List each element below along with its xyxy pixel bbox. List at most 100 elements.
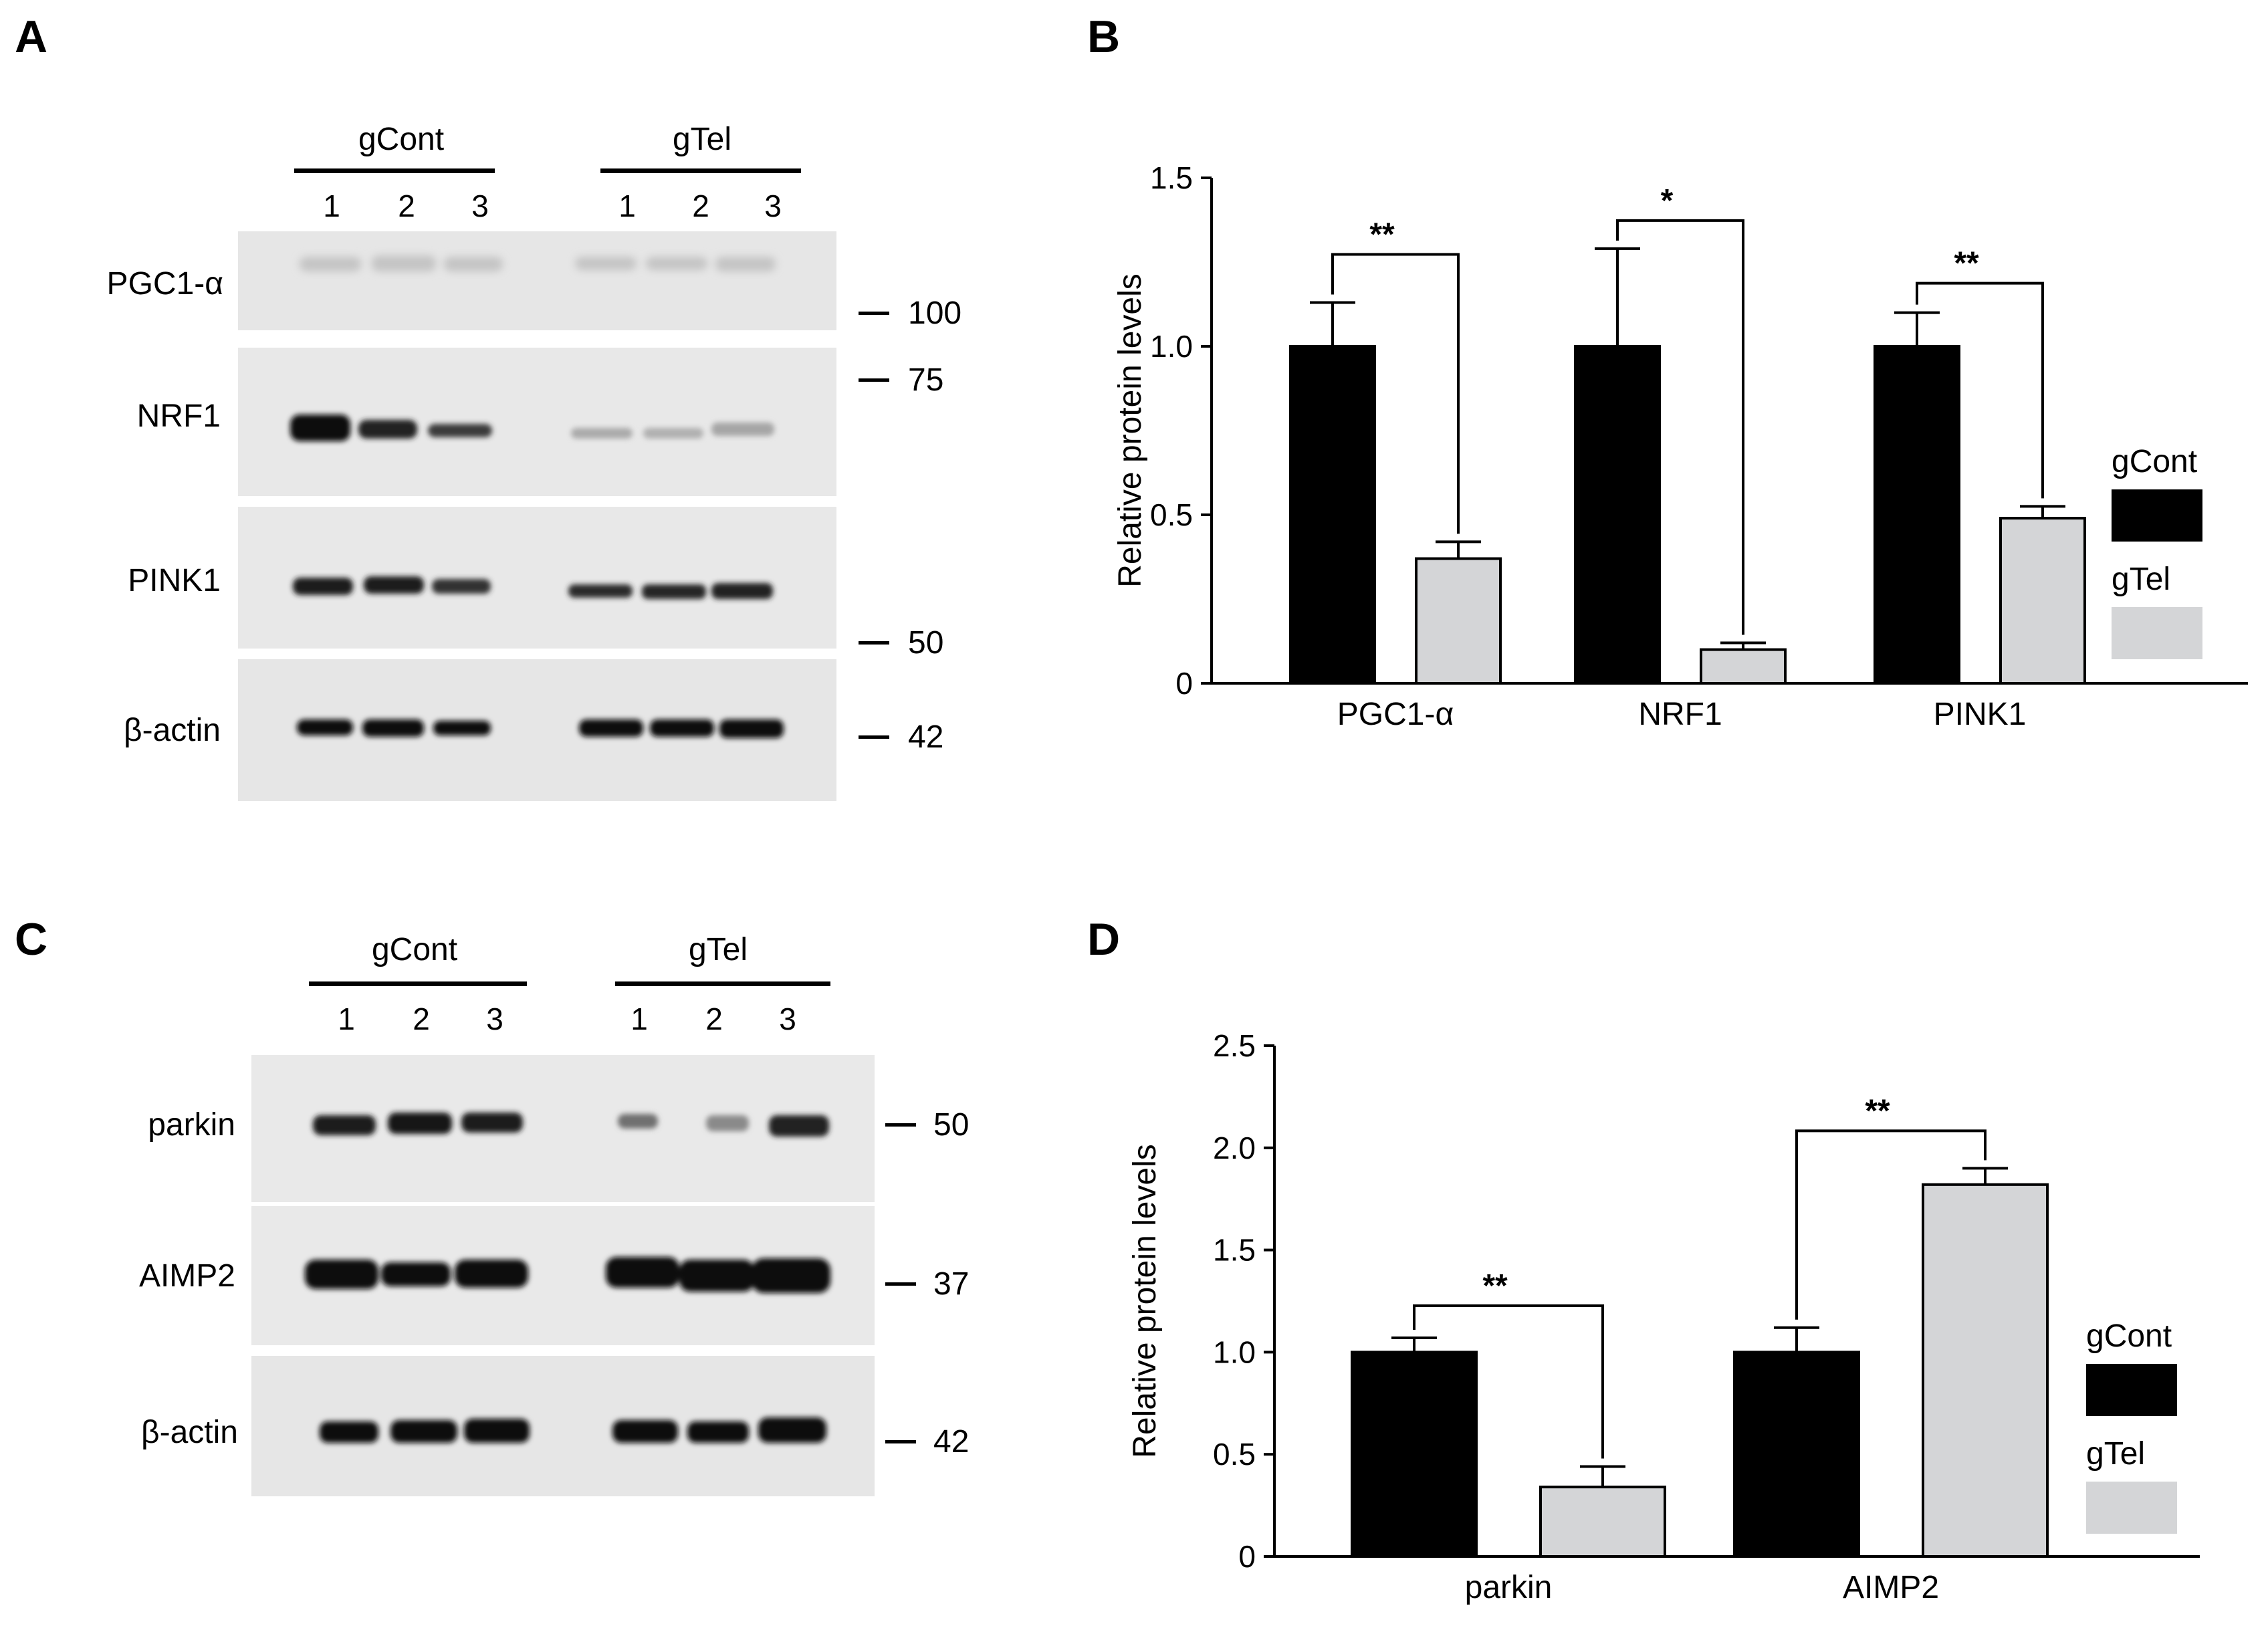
lane-number: 3 [471, 189, 489, 223]
y-axis-label: Relative protein levels [1113, 273, 1148, 588]
x-tick-label: NRF1 [1638, 697, 1722, 732]
significance-bracket [1795, 1129, 1987, 1320]
group-label-gcont: gCont [358, 122, 444, 157]
panel-d-label: D [1087, 914, 1120, 965]
panel-c: C gCont gTel 1 2 3 1 2 3 [15, 914, 969, 1496]
significance-bracket [1916, 281, 2044, 499]
legend-swatch-gcont [2112, 489, 2202, 542]
lane-number: 1 [338, 1002, 355, 1036]
y-tick-label: 0.5 [1213, 1437, 1256, 1472]
mw-label: 42 [908, 719, 943, 755]
legend-label-gcont: gCont [2112, 444, 2197, 479]
band [362, 719, 424, 737]
band [646, 257, 707, 270]
marker-dash [859, 735, 889, 739]
panel-b: B 0 0.5 1.0 1.5 Relative protein levels ** PGC… [1087, 11, 2248, 732]
band [381, 1262, 451, 1286]
band [428, 424, 492, 437]
mw-label: 42 [933, 1424, 969, 1460]
mw-label: 37 [933, 1266, 969, 1302]
y-tick-label: 0 [1175, 666, 1193, 701]
blot-strip-pgc1a [238, 231, 836, 330]
band [290, 415, 350, 441]
lane-number: 1 [631, 1002, 648, 1036]
x-tick-label: PINK1 [1934, 697, 2027, 732]
band [711, 423, 774, 436]
y-tick-label: 2.5 [1213, 1028, 1256, 1063]
band [679, 1260, 754, 1292]
bands-nrf1 [290, 415, 774, 441]
mw-markers-c: 50 37 42 [885, 1107, 969, 1460]
band [320, 1421, 378, 1443]
group-label-gtel: gTel [689, 932, 748, 967]
band [455, 1260, 528, 1288]
row-label-nrf1: NRF1 [137, 398, 221, 434]
significance-label: ** [1954, 246, 1979, 281]
row-label-parkin: parkin [148, 1107, 235, 1143]
band [571, 428, 633, 439]
band [612, 1420, 678, 1443]
band [390, 1420, 457, 1443]
panel-b-label: B [1087, 11, 1120, 62]
y-tick-label: 1.5 [1150, 160, 1193, 195]
bar-gtel [1700, 648, 1787, 685]
band [297, 719, 353, 735]
band [687, 1421, 749, 1443]
lane-number: 2 [705, 1002, 723, 1036]
y-tick-label: 1.0 [1213, 1334, 1256, 1369]
band [293, 578, 353, 595]
bar-gtel [1539, 1486, 1666, 1558]
band [650, 719, 714, 737]
significance-label: ** [1369, 217, 1395, 252]
bar-gcont [1289, 345, 1376, 685]
x-tick-label: AIMP2 [1843, 1570, 1939, 1605]
bands-actin-a [297, 719, 784, 738]
significance-bracket [1331, 253, 1460, 534]
row-label-aimp2: AIMP2 [139, 1258, 235, 1294]
band [643, 428, 703, 439]
marker-dash [859, 378, 889, 382]
band [606, 1257, 679, 1288]
band [432, 579, 491, 594]
band [642, 584, 706, 599]
group-bar-gtel [600, 168, 801, 173]
significance-label: ** [1865, 1093, 1890, 1129]
band [300, 257, 361, 271]
group-bar-gcont [294, 168, 495, 173]
lane-number: 3 [779, 1002, 796, 1036]
band [444, 257, 503, 271]
band [305, 1260, 378, 1289]
significance-label: * [1661, 183, 1674, 219]
mw-label: 75 [908, 362, 943, 398]
legend-label-gcont: gCont [2086, 1318, 2172, 1354]
chart-b: 0 0.5 1.0 1.5 Relative protein levels ** PGC1-… [1113, 160, 2248, 732]
x-tick-label: parkin [1465, 1570, 1553, 1605]
bar-gtel [1922, 1183, 2049, 1558]
marker-dash [885, 1123, 916, 1127]
panel-c-label: C [15, 914, 47, 965]
lane-number: 1 [618, 189, 636, 223]
lane-number: 3 [486, 1002, 503, 1036]
band [715, 257, 776, 271]
bar-gcont [1351, 1351, 1478, 1558]
mw-label: 100 [908, 296, 961, 331]
band [358, 420, 417, 439]
marker-dash [885, 1440, 916, 1443]
significance-bracket [1413, 1304, 1604, 1459]
group-label-gcont: gCont [372, 932, 457, 967]
row-label-pink1: PINK1 [128, 563, 221, 598]
marker-dash [859, 312, 889, 315]
band [706, 1115, 749, 1131]
group-bar-gtel [615, 981, 830, 986]
band [719, 719, 784, 738]
x-tick-label: PGC1-α [1337, 697, 1454, 732]
band [364, 576, 424, 594]
bands-actin-c [320, 1417, 826, 1443]
legend-swatch-gtel [2086, 1482, 2177, 1534]
significance-bracket [1616, 219, 1744, 635]
bar-gcont [1574, 345, 1661, 685]
band [388, 1113, 452, 1134]
group-label-gtel: gTel [673, 122, 731, 157]
panel-a-label: A [15, 11, 47, 62]
row-label-pgc1a: PGC1-α [107, 266, 223, 302]
